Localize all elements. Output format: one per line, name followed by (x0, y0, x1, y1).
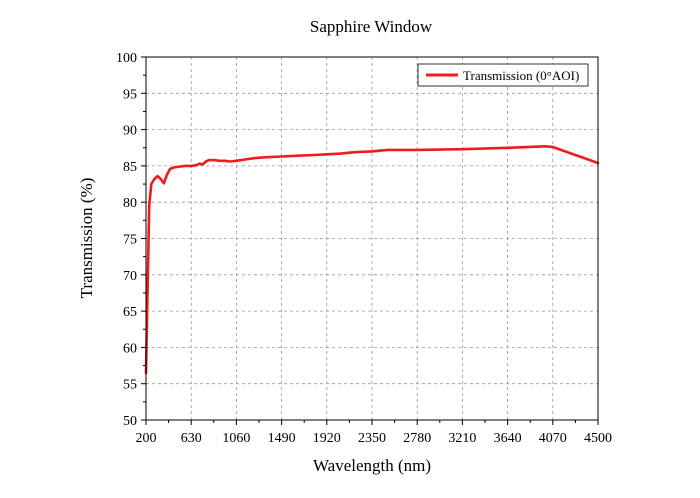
x-tick-label: 1920 (313, 431, 341, 446)
x-tick-label: 2780 (403, 431, 431, 446)
x-tick-label: 3210 (448, 431, 476, 446)
series-line (144, 145, 600, 375)
y-tick-label: 90 (123, 124, 137, 139)
legend-box (417, 63, 589, 87)
x-axis-title: Wavelength (nm) (313, 456, 431, 475)
x-tick-label: 3640 (494, 431, 522, 446)
legend: Transmission (0°AOI) (417, 63, 589, 87)
x-tick-label: 200 (136, 431, 157, 446)
x-tick-label: 1060 (222, 431, 250, 446)
y-tick-label: 95 (123, 87, 137, 102)
x-tick-label: 4500 (584, 431, 612, 446)
y-tick-label: 55 (123, 378, 137, 393)
x-axis: 200 630 1060 1490 1920 2350 2780 3210 3640 4070 45… (136, 420, 612, 446)
y-tick-label: 60 (123, 341, 137, 356)
x-tick-label: 630 (181, 431, 202, 446)
y-tick-label: 75 (123, 233, 137, 248)
y-tick-label: 50 (123, 414, 137, 429)
legend-label: Transmission (0°AOI) (463, 68, 579, 83)
x-tick-label: 2350 (358, 431, 386, 446)
y-tick-label: 100 (116, 51, 137, 66)
x-tick-label: 4070 (539, 431, 567, 446)
x-tick-label: 1490 (268, 431, 296, 446)
series-layer (144, 145, 600, 375)
y-tick-label: 80 (123, 196, 137, 211)
y-tick-label: 65 (123, 305, 137, 320)
y-tick-label: 70 (123, 269, 137, 284)
y-axis-title: Transmission (%) (77, 178, 96, 299)
y-axis: 50 55 60 65 70 75 80 85 90 95 100 (116, 51, 146, 429)
chart-title: Sapphire Window (310, 17, 433, 36)
y-tick-label: 85 (123, 160, 137, 175)
grid (146, 57, 598, 420)
